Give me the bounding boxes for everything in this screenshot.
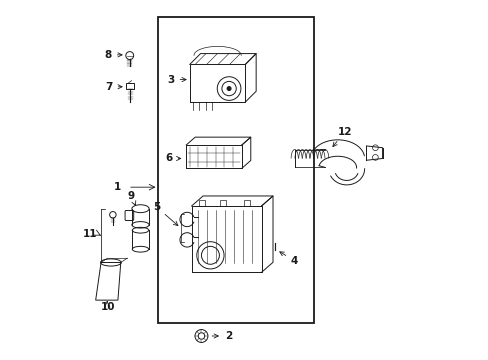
Text: 8: 8 [104, 50, 122, 60]
Text: 11: 11 [83, 229, 97, 239]
Circle shape [227, 87, 230, 90]
Bar [199, 199, 205, 206]
Bar [158, 17, 314, 323]
Text: 2: 2 [212, 331, 231, 341]
Text: 1: 1 [113, 182, 121, 192]
Bar [244, 199, 249, 206]
Text: 6: 6 [165, 153, 181, 163]
Text: 4: 4 [279, 252, 298, 266]
Text: 9: 9 [128, 191, 136, 205]
Bar [220, 199, 225, 206]
Text: 12: 12 [332, 127, 351, 147]
Text: 10: 10 [101, 302, 115, 312]
Text: 3: 3 [167, 75, 186, 85]
Text: 7: 7 [105, 82, 122, 92]
Text: 5: 5 [153, 202, 178, 226]
